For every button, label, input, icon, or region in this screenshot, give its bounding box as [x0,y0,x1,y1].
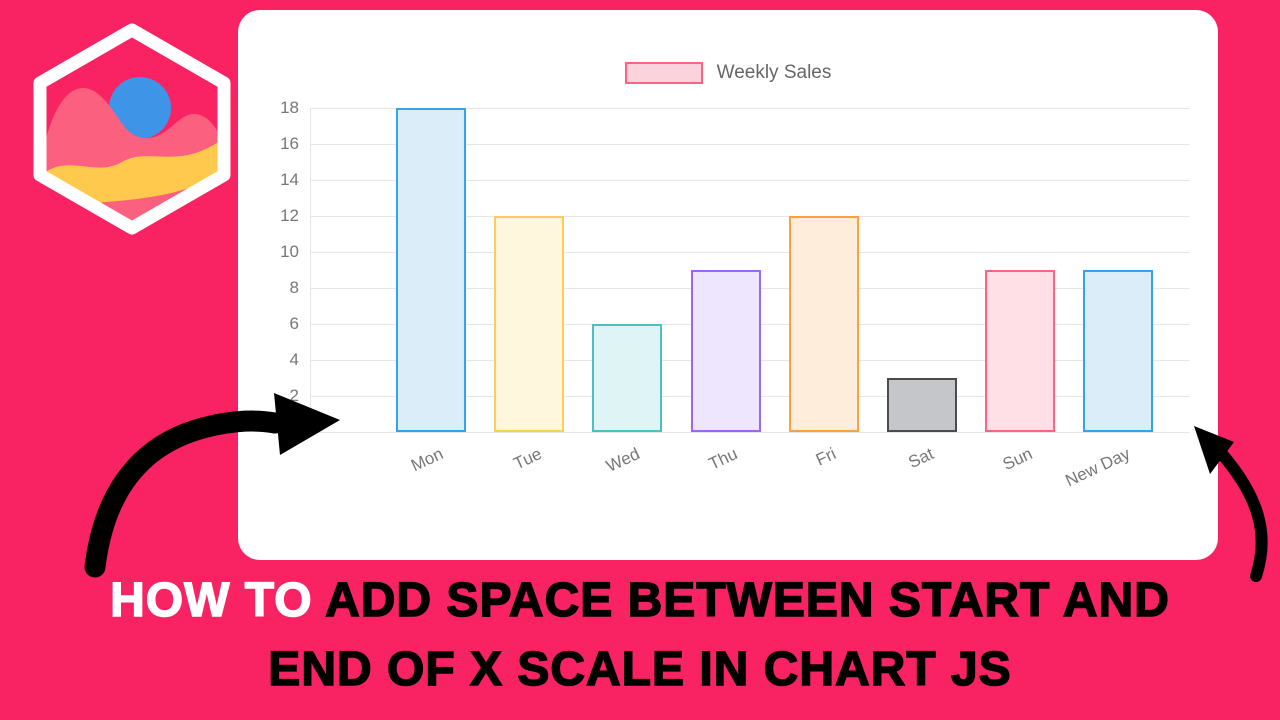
logo-yellow-wave [40,138,224,208]
x-axis-label-wed: Wed [602,444,643,476]
bar-sun [985,270,1056,432]
arrow-right [1194,426,1268,582]
x-axis-label-fri: Fri [812,444,839,470]
bar-wed [592,324,663,432]
gridline-y18 [311,108,1190,109]
y-axis-tick-label: 12 [280,206,299,225]
bar-mon [396,108,466,432]
title-line1-rest: ADD SPACE BETWEEN START AND [312,573,1170,628]
y-axis-tick-label: 16 [280,134,299,153]
logo-blue-dot [109,77,171,139]
title-line1-highlight: HOW TO [109,573,313,628]
chart-legend: Weekly Sales [238,62,1218,84]
chartjs-logo [33,23,231,235]
video-title: HOW TO ADD SPACE BETWEEN START AND END O… [0,566,1280,704]
x-axis-label-sat: Sat [905,444,938,473]
title-line-1: HOW TO ADD SPACE BETWEEN START AND [0,566,1280,635]
bar-tue [494,216,565,432]
legend-label: Weekly Sales [716,62,832,83]
y-axis-tick-label: 10 [280,242,299,261]
x-axis-label-thu: Thu [706,444,741,474]
bar-sat [887,378,957,432]
arrow-left [84,393,340,578]
gridline-y16 [311,144,1190,145]
x-axis-label-mon: Mon [408,444,447,476]
y-axis-tick-label: 2 [289,386,299,405]
legend-swatch [624,62,703,84]
y-axis-tick-label: 8 [289,278,299,297]
x-axis-label-tue: Tue [510,444,545,474]
y-axis-tick-label: 18 [280,98,299,117]
gridline-y12 [311,216,1190,217]
gridline-y10 [311,252,1190,253]
gridline-y0 [311,432,1190,433]
bar-thu [690,270,761,432]
y-axis-tick-label: 6 [289,314,299,333]
bar-new-day [1083,270,1154,432]
y-axis-tick-label: 14 [280,170,299,189]
title-line-2: END OF X SCALE IN CHART JS [268,642,1012,697]
x-axis-label-new-day: New Day [1062,444,1134,491]
chart-plot-area: 024681012141618MonTueWedThuFriSatSunNew … [280,98,1190,490]
logo-hexagon-border [33,23,231,235]
x-axis-label-sun: Sun [999,444,1036,475]
chart-card: Weekly Sales 024681012141618MonTueWedThu… [238,10,1218,560]
gridline-y14 [311,180,1190,181]
y-axis-tick-label: 4 [289,350,299,369]
bar-fri [788,216,859,432]
